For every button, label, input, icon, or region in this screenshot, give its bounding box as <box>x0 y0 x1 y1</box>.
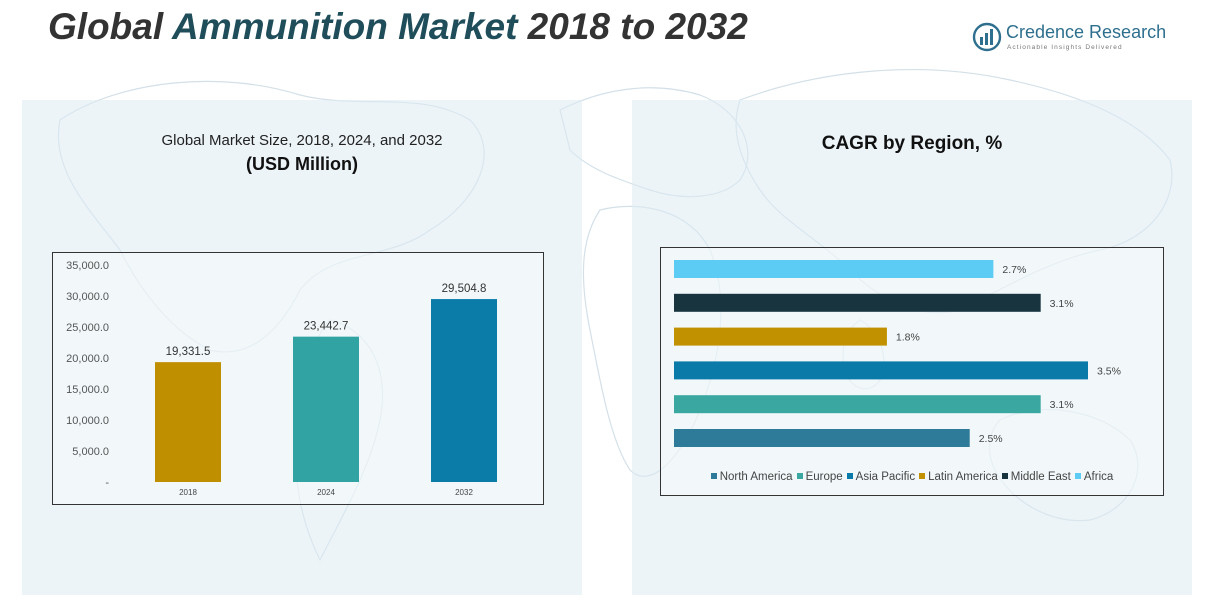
legend-item: Europe <box>796 471 843 483</box>
cagr-bar-chart: 2.5% 3.1% 3.5% 1.8% 3.1% 2.7% <box>674 260 1121 447</box>
hbar-africa <box>674 260 994 278</box>
logo-name: Credence Research <box>1006 22 1167 42</box>
y-tick-label: 15,000.0 <box>66 384 109 396</box>
x-tick-label: 2024 <box>317 488 335 497</box>
legend-label: Latin America <box>928 471 998 483</box>
market-size-chart-title: Global Market Size, 2018, 2024, and 2032 <box>161 132 443 149</box>
hbar-value-label: 3.1% <box>1050 298 1074 310</box>
legend-item: Africa <box>1074 471 1114 483</box>
x-tick-label: 2018 <box>179 488 197 497</box>
page-title-lead: Global <box>48 6 173 47</box>
market-size-chart-subtitle: (USD Million) <box>246 154 358 174</box>
hbar-value-label: 3.1% <box>1050 399 1074 411</box>
legend-swatch <box>1001 472 1008 479</box>
y-tick-label: 25,000.0 <box>66 322 109 334</box>
bar-value-label: 19,331.5 <box>166 346 211 358</box>
hbar-value-label: 3.5% <box>1097 365 1121 377</box>
bar-value-label: 29,504.8 <box>442 283 487 295</box>
y-tick-label: 35,000.0 <box>66 260 109 272</box>
bar-2024 <box>293 336 359 482</box>
company-logo: Credence Research Actionable Insights De… <box>972 20 1172 60</box>
y-tick-label: 30,000.0 <box>66 291 109 303</box>
legend-label: Middle East <box>1010 471 1071 483</box>
legend-label: Asia Pacific <box>855 471 916 483</box>
hbar-asia-pacific <box>674 361 1088 380</box>
hbar-latin-america <box>674 327 887 346</box>
bar-2032 <box>431 299 497 482</box>
legend-item: Asia Pacific <box>846 471 916 483</box>
legend-label: North America <box>719 471 793 483</box>
legend-swatch <box>846 472 853 479</box>
cagr-chart-title: CAGR by Region, % <box>821 133 1003 154</box>
hbar-value-label: 1.8% <box>896 332 920 344</box>
legend-label: Africa <box>1083 471 1114 483</box>
y-tick-label: 20,000.0 <box>66 353 109 365</box>
legend-swatch <box>710 472 717 479</box>
legend-item: Middle East <box>1001 471 1071 483</box>
hbar-value-label: 2.5% <box>979 433 1003 445</box>
hbar-middle-east <box>674 293 1041 312</box>
page-title-highlight: Ammunition Market <box>172 6 518 47</box>
market-size-bar-chart: - 5,000.0 10,000.0 15,000.0 20,000.0 25,000.0… <box>66 260 497 497</box>
legend-swatch <box>796 472 803 479</box>
market-size-chart-frame: - 5,000.0 10,000.0 15,000.0 20,000.0 25,000.0… <box>52 252 544 505</box>
bar-2018 <box>155 362 221 482</box>
cagr-chart-frame: 2.5% 3.1% 3.5% 1.8% 3.1% 2.7% <box>660 247 1164 496</box>
page-title-tail: 2018 to 2032 <box>517 6 748 47</box>
logo-tagline: Actionable Insights Delivered <box>1007 44 1123 51</box>
legend-item: Latin America <box>919 471 998 483</box>
legend-label: Europe <box>805 471 843 483</box>
cagr-legend: North America Europe Asia Pacific Latin Ame… <box>662 471 1162 483</box>
hbar-europe <box>674 395 1041 414</box>
legend-swatch <box>919 472 926 479</box>
cagr-panel <box>632 100 1192 595</box>
page-title: Global Ammunition Market 2018 to 2032 <box>48 6 748 48</box>
bar-chart-circle-icon <box>972 22 1002 52</box>
legend-item: North America <box>710 471 793 483</box>
x-tick-label: 2032 <box>455 488 473 497</box>
y-tick-label: 10,000.0 <box>66 415 109 427</box>
legend-swatch <box>1074 472 1081 479</box>
y-tick-label: 5,000.0 <box>72 446 109 458</box>
y-tick-label: - <box>105 477 109 489</box>
hbar-value-label: 2.7% <box>1002 264 1026 276</box>
bar-value-label: 23,442.7 <box>304 321 349 333</box>
hbar-north-america <box>674 429 970 447</box>
